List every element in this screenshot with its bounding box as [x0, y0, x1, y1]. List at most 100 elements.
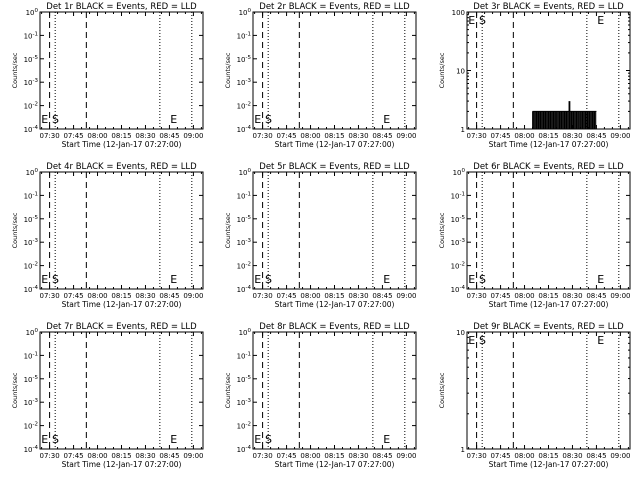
x-tick-label: 07:45 [63, 452, 83, 460]
y-tick-label: 10-3 [237, 78, 252, 87]
x-axis-label: Start Time (12-Jan-17 07:27:00) [62, 140, 182, 149]
x-tick-label: 08:15 [111, 452, 131, 460]
marker-e: E [170, 433, 177, 446]
x-tick-label: 08:00 [514, 452, 534, 460]
y-tick-label: 10-1 [237, 191, 251, 200]
marker-s: S [52, 273, 59, 286]
x-tick-label: 09:00 [183, 292, 203, 300]
y-tick-label: 10-1 [24, 351, 38, 360]
y-tick-label: 100 [239, 8, 252, 17]
marker-e: E [383, 433, 390, 446]
x-tick-label: 08:00 [87, 132, 107, 140]
chart-panel-4: Det 4r BLACK = Events, RED = LLD 07:30 07:… [11, 162, 204, 309]
x-tick-label: 07:30 [252, 292, 272, 300]
x-tick-label: 09:00 [396, 292, 416, 300]
x-tick-label: 08:45 [159, 292, 179, 300]
marker-s: S [479, 14, 486, 27]
plot-frame [39, 11, 204, 130]
marker-e: E [254, 113, 261, 126]
y-tick-label: 10-4 [24, 285, 39, 294]
x-tick-label: 07:45 [276, 132, 296, 140]
marker-e: E [597, 334, 604, 347]
y-tick-label: 100 [26, 328, 39, 337]
marker-s: S [265, 433, 272, 446]
y-axis-label: Counts/sec [11, 52, 19, 88]
y-tick-label: 10 [456, 68, 465, 76]
y-tick-label: 10-2 [451, 262, 465, 271]
x-tick-label: 08:00 [300, 292, 320, 300]
x-tick-label: 08:00 [514, 132, 534, 140]
x-tick-label: 08:00 [300, 132, 320, 140]
y-tick-label: 10-3 [237, 238, 252, 247]
x-tick-label: 09:00 [183, 452, 203, 460]
y-tick-label: 10-5 [451, 215, 466, 224]
x-tick-label: 09:00 [396, 452, 416, 460]
chart-title: Det 6r BLACK = Events, RED = LLD [473, 162, 624, 172]
marker-e: E [468, 14, 475, 27]
y-tick-label: 10-5 [237, 375, 252, 384]
y-tick-label: 10-1 [24, 31, 38, 40]
x-tick-label: 08:00 [300, 452, 320, 460]
chart-title: Det 8r BLACK = Events, RED = LLD [259, 322, 410, 332]
x-tick-label: 08:15 [324, 452, 344, 460]
marker-s: S [265, 113, 272, 126]
marker-e: E [170, 113, 177, 126]
y-tick-label: 100 [239, 168, 252, 177]
plot-frame [252, 331, 417, 450]
y-tick-label: 10-3 [24, 238, 39, 247]
x-tick-label: 08:30 [348, 132, 368, 140]
y-tick-label: 10-1 [24, 191, 38, 200]
x-tick-label: 07:45 [490, 292, 510, 300]
plot-frame [39, 331, 204, 450]
x-tick-label: 09:00 [396, 132, 416, 140]
x-tick-label: 08:15 [324, 292, 344, 300]
marker-e: E [468, 273, 475, 286]
x-tick-label: 07:30 [466, 452, 486, 460]
plot-frame [39, 171, 204, 290]
x-tick-label: 08:30 [135, 292, 155, 300]
x-tick-label: 08:30 [562, 132, 582, 140]
marker-e: E [254, 433, 261, 446]
y-tick-label: 10-4 [237, 125, 252, 134]
x-tick-label: 07:45 [490, 132, 510, 140]
marker-e: E [597, 14, 604, 27]
chart-title: Det 1r BLACK = Events, RED = LLD [46, 2, 197, 12]
chart-title: Det 4r BLACK = Events, RED = LLD [46, 162, 197, 172]
x-tick-label: 08:15 [538, 292, 558, 300]
chart-panel-3: Det 3r BLACK = Events, RED = LLD 07:30 07:… [438, 2, 631, 149]
y-tick-label: 1 [461, 126, 465, 134]
x-tick-label: 07:30 [39, 452, 59, 460]
plot-frame [252, 171, 417, 290]
y-tick-label: 10-5 [24, 215, 39, 224]
y-tick-label: 10-5 [24, 375, 39, 384]
x-axis-label: Start Time (12-Jan-17 07:27:00) [62, 460, 182, 469]
marker-s: S [479, 334, 486, 347]
y-tick-label: 10-3 [24, 78, 39, 87]
x-tick-label: 07:45 [276, 452, 296, 460]
y-tick-label: 100 [239, 328, 252, 337]
x-tick-label: 07:30 [466, 132, 486, 140]
marker-e: E [41, 273, 48, 286]
x-tick-label: 08:30 [348, 452, 368, 460]
chart-title: Det 7r BLACK = Events, RED = LLD [46, 322, 197, 332]
x-tick-label: 08:45 [586, 132, 606, 140]
x-tick-label: 08:00 [87, 292, 107, 300]
plot-frame [252, 11, 417, 130]
marker-e: E [597, 273, 604, 286]
y-axis-label: Counts/sec [11, 212, 19, 248]
y-tick-label: 10-2 [24, 102, 38, 111]
y-tick-label: 100 [26, 168, 39, 177]
x-tick-label: 08:30 [348, 292, 368, 300]
y-axis-label: Counts/sec [224, 372, 232, 408]
x-tick-label: 07:45 [276, 292, 296, 300]
x-axis-label: Start Time (12-Jan-17 07:27:00) [275, 460, 395, 469]
chart-panel-9: Det 9r BLACK = Events, RED = LLD 07:30 07:… [438, 322, 631, 469]
y-axis-label: Counts/sec [224, 212, 232, 248]
y-tick-label: 10-3 [237, 398, 252, 407]
y-tick-label: 10-2 [24, 262, 38, 271]
marker-e: E [170, 273, 177, 286]
y-tick-label: 10-2 [237, 102, 251, 111]
x-tick-label: 08:45 [372, 452, 392, 460]
marker-e: E [254, 273, 261, 286]
x-tick-label: 09:00 [183, 132, 203, 140]
